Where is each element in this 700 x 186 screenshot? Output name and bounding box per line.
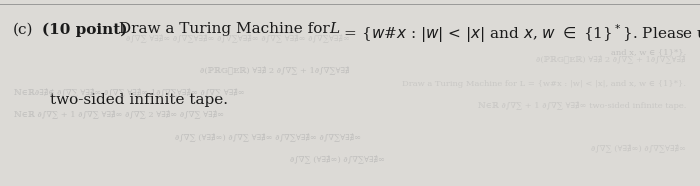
Text: ∂∫∇∑ ∀∃∄∞ ∂∫∇∑∀∃∄∞ ∂∫∇∑∀∃∄∞ ∂∫∇∑ ∀∃∄∞ ∂∫∇∑∀∃∄∞: ∂∫∇∑ ∀∃∄∞ ∂∫∇∑∀∃∄∞ ∂∫∇∑∀∃∄∞ ∂∫∇∑ ∀∃∄∞ ∂∫…	[126, 35, 350, 43]
Text: ∂(ℙℝ𝔾ℬ𝔼ℝ) ∀∃∄ 2 ∂∫∇∑ + 1∂∫∇∑∀∃∄: ∂(ℙℝ𝔾ℬ𝔼ℝ) ∀∃∄ 2 ∂∫∇∑ + 1∂∫∇∑∀∃∄	[200, 66, 350, 75]
Text: ∂∫∇∑ (∀∃∄∞) ∂∫∇∑∀∃∄∞: ∂∫∇∑ (∀∃∄∞) ∂∫∇∑∀∃∄∞	[591, 145, 686, 153]
Text: ℕ∈ℝ ∂∫∇∑ + 1 ∂∫∇∑ ∀∃∄∞ ∂∫∇∑ 2 ∀∃∄∞ ∂∫∇∑ ∀∃∄∞: ℕ∈ℝ ∂∫∇∑ + 1 ∂∫∇∑ ∀∃∄∞ ∂∫∇∑ 2 ∀∃∄∞ ∂∫∇∑ …	[14, 111, 224, 120]
Text: ∂∫∇∑ (∀∃∄∞) ∂∫∇∑∀∃∄∞: ∂∫∇∑ (∀∃∄∞) ∂∫∇∑∀∃∄∞	[290, 156, 385, 164]
Text: L: L	[329, 22, 339, 36]
Text: = {$w$#$x$ : |$w$| < |$x$| and $x$, $w$ $\in$ {1}$^*$}. Please use a: = {$w$#$x$ : |$w$| < |$x$| and $x$, $w$ …	[339, 22, 700, 45]
Text: Draw a Turing Machine for L = {w#x : |w| < |x|, and x, w ∈ {1}*}.: Draw a Turing Machine for L = {w#x : |w|…	[402, 80, 686, 88]
Text: ∂(ℙℝ𝔾ℬ𝔼ℝ) ∀∃∄ 2 ∂∫∇∑ + 1∂∫∇∑∀∃∄: ∂(ℙℝ𝔾ℬ𝔼ℝ) ∀∃∄ 2 ∂∫∇∑ + 1∂∫∇∑∀∃∄	[536, 55, 686, 64]
Text: (c): (c)	[13, 22, 33, 36]
Text: two-sided infinite tape.: two-sided infinite tape.	[50, 93, 228, 107]
Text: ∂∫∇∑ (∀∃∄∞) ∂∫∇∑ ∀∃∄∞ ∂∫∇∑∀∃∄∞ ∂∫∇∑∀∃∄∞: ∂∫∇∑ (∀∃∄∞) ∂∫∇∑ ∀∃∄∞ ∂∫∇∑∀∃∄∞ ∂∫∇∑∀∃∄∞	[175, 133, 361, 142]
Text: Draw a Turing Machine for: Draw a Turing Machine for	[114, 22, 335, 36]
Text: ℕ∈ℝ∂∃∄∉ ∂∫∇∑ ∀∃∄∞ ∂∫∇∑ ∀∃∄∞ 1∂∫∇∑∀∃∄∞ ∂∫∇∑ ∀∃∄∞: ℕ∈ℝ∂∃∄∉ ∂∫∇∑ ∀∃∄∞ ∂∫∇∑ ∀∃∄∞ 1∂∫∇∑∀∃∄∞ ∂∫…	[14, 89, 245, 97]
Text: and x, w ∈ {1}*}.: and x, w ∈ {1}*}.	[610, 48, 686, 56]
Text: ℕ∈ℝ ∂∫∇∑ + 1 ∂∫∇∑ ∀∃∄∞ two-sided infinite tape.: ℕ∈ℝ ∂∫∇∑ + 1 ∂∫∇∑ ∀∃∄∞ two-sided infinit…	[477, 102, 686, 110]
Text: (10 point): (10 point)	[42, 22, 127, 37]
